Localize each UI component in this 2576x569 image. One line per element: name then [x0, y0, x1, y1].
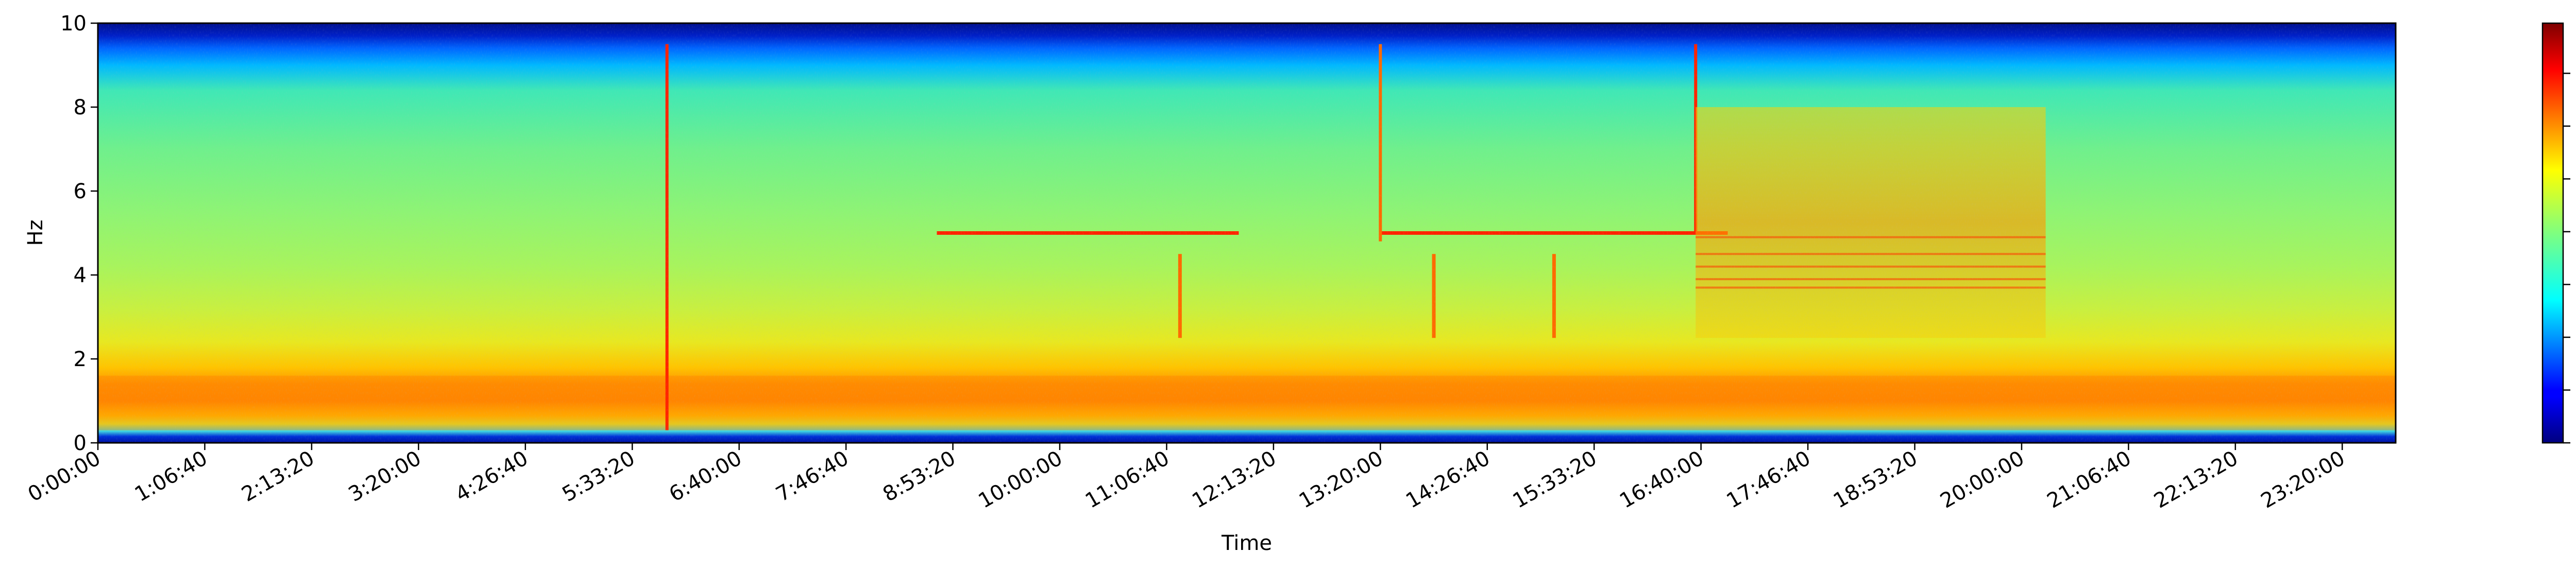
colorbar: [2541, 22, 2564, 444]
x-tick-label: 22:13:20: [2150, 446, 2242, 513]
y-tick-label: 10: [60, 12, 87, 36]
x-tick-label: 4:26:40: [451, 446, 532, 507]
x-tick-label: 1:06:40: [131, 446, 212, 507]
x-tick-label: 17:46:40: [1722, 446, 1815, 513]
plot-frame: [97, 22, 2397, 444]
x-tick-label: 3:20:00: [345, 446, 426, 507]
x-tick-label: 13:20:00: [1295, 446, 1387, 513]
x-axis: 0:00:00 1:06:40 2:13:20 3:20:00 4:26:40 5:33:…: [24, 443, 2349, 513]
spectrogram-noise-texture: [98, 23, 2396, 443]
spectrogram-plot-area: [98, 23, 2396, 443]
x-tick-label: 11:06:40: [1081, 446, 1174, 513]
y-tick-label: 8: [74, 96, 87, 119]
y-tick-label: 6: [74, 180, 87, 203]
y-axis-label: Hz: [24, 219, 47, 246]
x-tick-label: 18:53:20: [1829, 446, 1922, 513]
x-tick-label: 12:13:20: [1188, 446, 1280, 513]
y-tick-label: 0: [74, 432, 87, 455]
x-tick-label: 10:00:00: [974, 446, 1066, 513]
colorbar-axis: -10 dB-20 dB-30 dB-40 dB-50 dB-60 dB-70 …: [2563, 62, 2576, 455]
x-tick-label: 16:40:00: [1616, 446, 1708, 513]
y-axis: 0 2 4 6 8 10: [60, 12, 98, 455]
x-tick-label: 14:26:40: [1402, 446, 1494, 513]
x-tick-label: 20:00:00: [1936, 446, 2028, 513]
x-tick-label: 2:13:20: [238, 446, 318, 507]
x-axis-label: Time: [1221, 531, 1272, 555]
x-tick-label: 23:20:00: [2257, 446, 2349, 513]
x-tick-label: 21:06:40: [2043, 446, 2136, 513]
y-tick-label: 2: [74, 348, 87, 371]
x-tick-label: 6:40:00: [665, 446, 746, 507]
x-tick-label: 8:53:20: [879, 446, 960, 507]
x-tick-label: 7:46:40: [772, 446, 853, 507]
x-tick-label: 5:33:20: [558, 446, 639, 507]
x-tick-label: 15:33:20: [1509, 446, 1601, 513]
y-tick-label: 4: [74, 264, 87, 287]
x-tick-label: 0:00:00: [24, 446, 105, 507]
